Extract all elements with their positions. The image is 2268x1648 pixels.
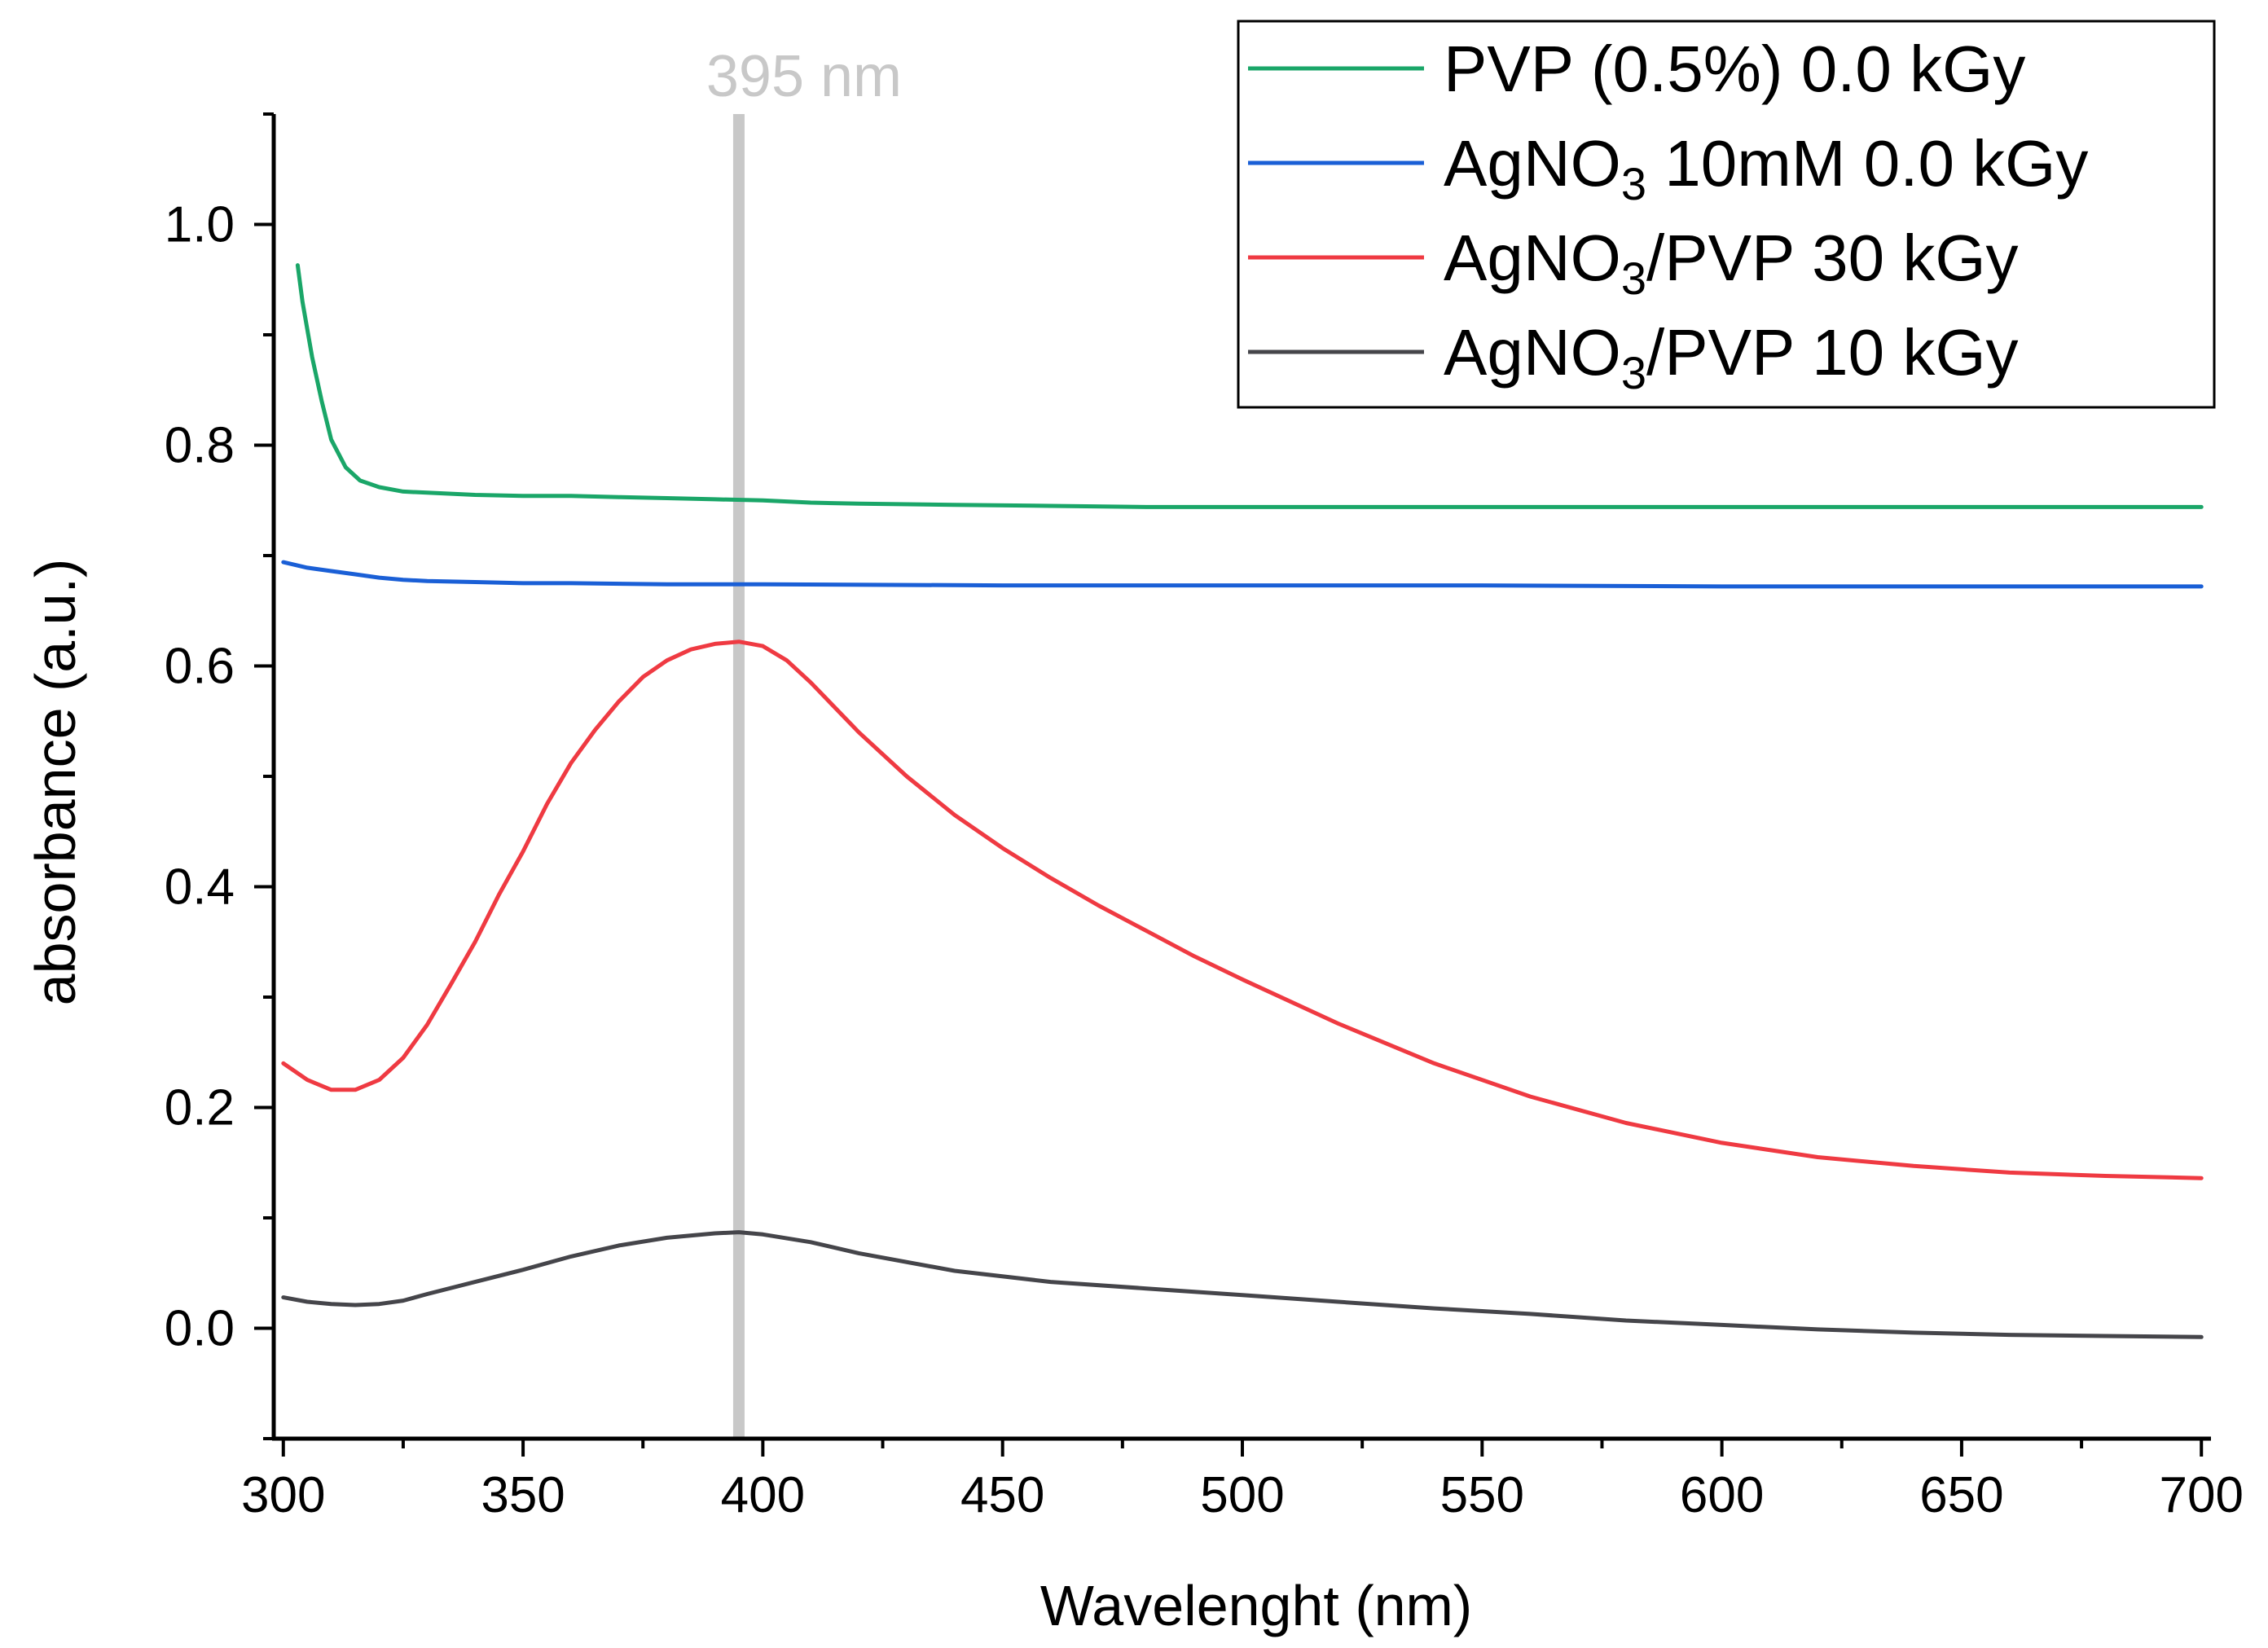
y-tick-label: 0.4 xyxy=(165,859,235,916)
y-tick-label: 0.2 xyxy=(165,1080,235,1136)
y-tick-label: 1.0 xyxy=(165,197,235,253)
legend-label-1: PVP (0.5%) 0.0 kGy xyxy=(1444,33,2025,105)
x-tick-label: 700 xyxy=(2160,1467,2244,1523)
reference-line-label: 395 nm xyxy=(706,44,902,109)
legend-box xyxy=(1237,20,2216,409)
x-tick-label: 350 xyxy=(481,1467,565,1523)
series-line-3 xyxy=(281,639,2204,1180)
x-tick-label: 400 xyxy=(721,1467,805,1523)
series-line-4 xyxy=(281,1230,2204,1339)
legend: PVP (0.5%) 0.0 kGy AgNO3 10mM 0.0 kGy AgNO… xyxy=(1237,20,2216,409)
y-tick-label: 0.6 xyxy=(165,639,235,695)
x-axis-title: Wavelenght (nm) xyxy=(1040,1574,1472,1637)
x-tick-label: 300 xyxy=(241,1467,325,1523)
plot-area: 395 nm xyxy=(281,44,2204,1439)
x-tick-label: 600 xyxy=(1680,1467,1764,1523)
y-tick-label: 0.0 xyxy=(165,1301,235,1357)
legend-label-4: AgNO3/PVP 10 kGy xyxy=(1444,316,2019,398)
axes: 300 350 400 450 500 550 600 650 700 0.0 0.2 0.4 0.6 0… xyxy=(165,112,2244,1523)
y-axis-title: absorbance (a.u.) xyxy=(24,559,87,1006)
legend-label-3: AgNO3/PVP 30 kGy xyxy=(1444,222,2019,304)
legend-label-2: AgNO3 10mM 0.0 kGy xyxy=(1444,127,2088,209)
x-tick-label: 650 xyxy=(1919,1467,2003,1523)
series-line-2 xyxy=(281,560,2204,589)
x-tick-label: 550 xyxy=(1440,1467,1524,1523)
series-line-1 xyxy=(295,263,2204,509)
y-tick-label: 0.8 xyxy=(165,418,235,474)
x-tick-label: 500 xyxy=(1200,1467,1284,1523)
x-tick-label: 450 xyxy=(960,1467,1044,1523)
